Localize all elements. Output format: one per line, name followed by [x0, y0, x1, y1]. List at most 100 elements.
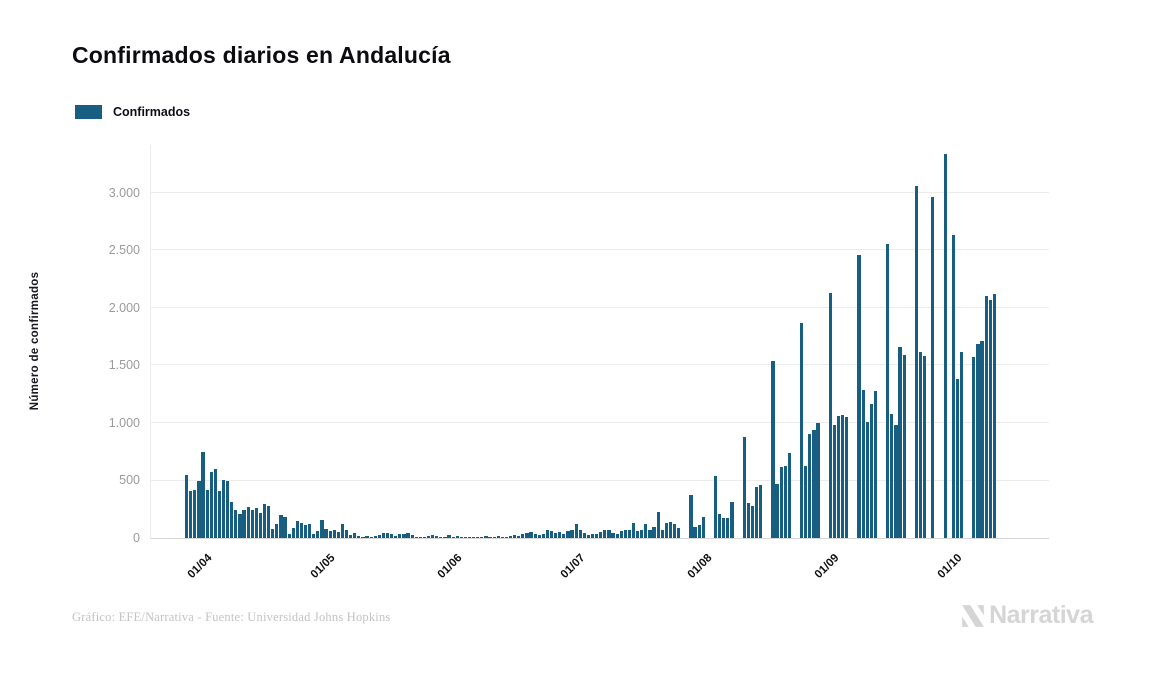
bar [595, 534, 599, 538]
bar [381, 533, 386, 538]
bar [455, 536, 459, 538]
bar [537, 534, 541, 538]
bar [332, 530, 336, 538]
legend-label: Confirmados [113, 105, 191, 119]
bar [513, 535, 517, 538]
bar [603, 530, 607, 538]
bar [545, 529, 550, 538]
bar [582, 532, 586, 538]
bar [480, 536, 484, 538]
bar [992, 294, 996, 538]
bar [418, 537, 422, 538]
bar [258, 512, 263, 538]
bar [988, 299, 992, 538]
y-tick-label: 3.000 [108, 185, 140, 200]
bar [726, 518, 730, 538]
bar [463, 537, 468, 538]
bar [836, 416, 841, 538]
bar [668, 522, 673, 538]
x-tick-label: 01/06 [435, 552, 465, 581]
bar [209, 472, 213, 538]
bar [562, 533, 566, 538]
bar [291, 527, 295, 538]
brand-logo: Narrativa [960, 601, 1093, 630]
bar [746, 503, 750, 538]
bar [365, 536, 369, 538]
bar [574, 523, 578, 538]
bar [303, 525, 308, 538]
bar [308, 524, 312, 538]
bar [488, 536, 492, 538]
bar [816, 423, 820, 538]
bar [549, 530, 554, 538]
bar [234, 510, 238, 538]
bar [718, 513, 722, 538]
bar [398, 533, 402, 538]
bar [459, 536, 463, 538]
bar [644, 523, 648, 538]
bar [607, 529, 611, 538]
bar [865, 421, 869, 538]
bar [504, 537, 509, 538]
bar [230, 501, 234, 538]
x-tick-label: 01/08 [685, 552, 715, 581]
plot-area [150, 145, 1049, 539]
y-tick-label: 2.000 [108, 300, 140, 315]
bar [828, 292, 832, 538]
x-tick-label: 01/10 [936, 552, 965, 581]
bar [570, 529, 574, 538]
bar [943, 154, 947, 538]
bar [959, 351, 964, 538]
bar [410, 534, 414, 538]
bar [316, 530, 320, 538]
bar [693, 526, 697, 538]
bar [320, 520, 324, 538]
bar [652, 526, 656, 538]
bar [246, 506, 250, 538]
bar [619, 530, 623, 538]
bar [611, 532, 615, 538]
bar [517, 535, 521, 538]
bar [804, 466, 808, 538]
bar [299, 522, 304, 538]
bar [431, 535, 435, 538]
bar [275, 523, 279, 538]
bar [558, 531, 562, 538]
bar [845, 416, 849, 538]
bar [914, 186, 919, 538]
bar [390, 533, 394, 538]
bar [426, 536, 431, 538]
bar [713, 475, 718, 538]
bar [484, 536, 488, 538]
bar [496, 535, 500, 538]
bar [262, 503, 267, 538]
bar [800, 322, 804, 538]
bar [324, 529, 328, 538]
bar [775, 484, 779, 538]
y-tick-label: 2.500 [108, 243, 140, 258]
bar [742, 437, 746, 538]
y-tick-label: 1.000 [108, 415, 140, 430]
bar [894, 425, 898, 538]
bar [779, 467, 783, 538]
grid-line [151, 364, 1049, 366]
brand-name: Narrativa [989, 601, 1093, 629]
bar [205, 489, 209, 538]
bar [217, 491, 222, 538]
y-tick-label: 500 [119, 473, 140, 488]
bar [385, 532, 390, 538]
bar [533, 533, 537, 538]
x-tick-label: 01/04 [185, 552, 215, 581]
bar [242, 509, 246, 538]
bar [759, 484, 763, 538]
bar [701, 516, 705, 538]
bar [287, 534, 291, 538]
bar [349, 534, 353, 538]
bar [447, 535, 451, 538]
bar [623, 530, 627, 538]
legend[interactable]: Confirmados [75, 105, 190, 119]
bar [980, 341, 984, 538]
bar [586, 534, 591, 538]
bar [664, 522, 668, 538]
